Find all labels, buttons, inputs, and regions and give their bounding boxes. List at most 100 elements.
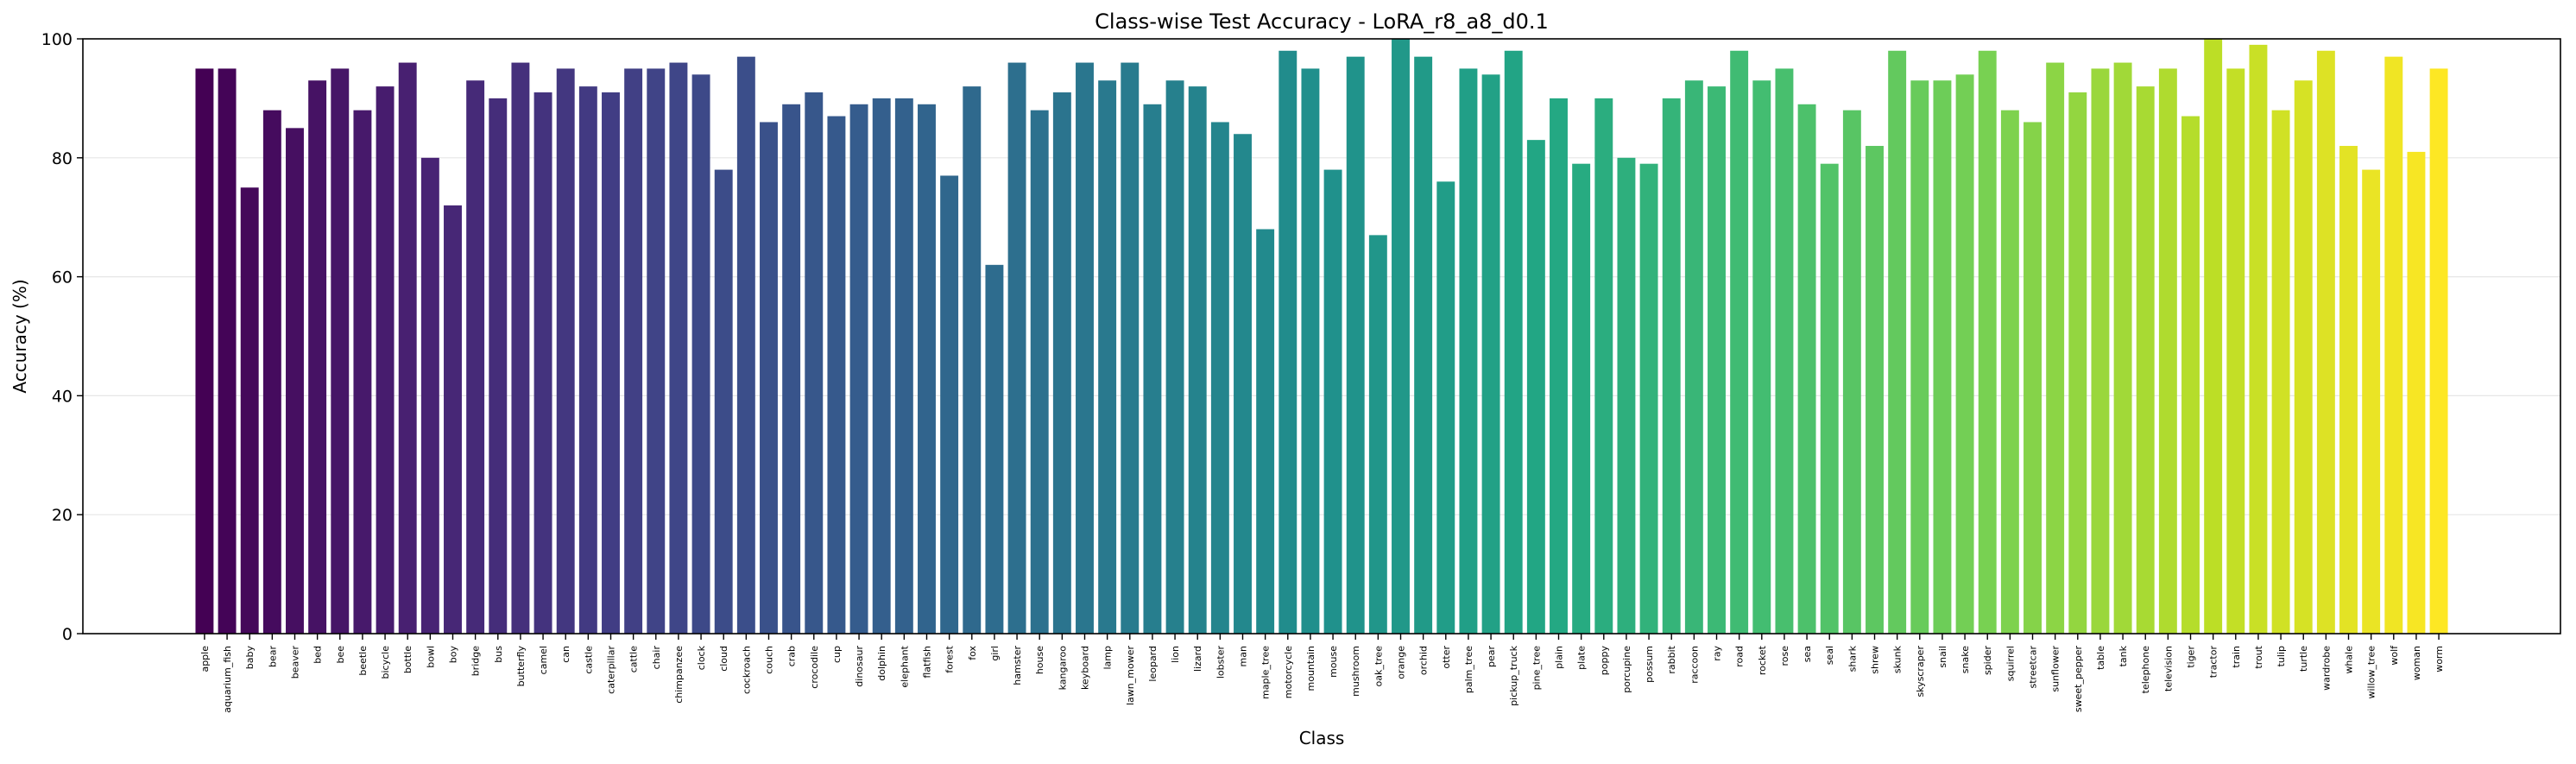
bar-clock <box>691 74 710 635</box>
x-tick-label: caterpillar <box>605 646 616 694</box>
x-tick-label: maple_tree <box>1260 646 1272 699</box>
bar-lawn_mower <box>1121 62 1140 634</box>
y-axis-ticks: 0 20 40 60 80 100 <box>41 30 83 644</box>
x-tick-label: road <box>1734 646 1746 667</box>
x-tick-label: oak_tree <box>1373 646 1384 687</box>
bar-chimpanzee <box>669 62 688 634</box>
bar-television <box>2158 68 2177 634</box>
x-tick-label: hamster <box>1012 646 1023 685</box>
x-tick-label: fox <box>967 646 978 660</box>
bar-tank <box>2113 62 2132 634</box>
x-tick-label: turtle <box>2298 646 2309 672</box>
x-tick-label: lizard <box>1192 646 1203 672</box>
bar-keyboard <box>1076 62 1094 634</box>
bar-shrew <box>1866 146 1884 634</box>
x-tick-label: girl <box>989 646 1001 661</box>
x-tick-label: cup <box>831 646 843 663</box>
x-tick-label: flatfish <box>921 646 932 679</box>
bar-seal <box>1820 163 1839 634</box>
bar-lamp <box>1098 80 1117 635</box>
bar-bowl <box>420 157 439 635</box>
bar-kangaroo <box>1052 92 1071 634</box>
bar-flatfish <box>918 104 936 635</box>
x-tick-label: otter <box>1441 646 1452 669</box>
chart-title: Class-wise Test Accuracy - LoRA_r8_a8_d0… <box>1095 9 1549 34</box>
bar-bus <box>489 98 508 634</box>
x-tick-label: dinosaur <box>854 646 865 687</box>
x-tick-label: rose <box>1779 646 1790 666</box>
bar-poppy <box>1594 98 1613 634</box>
bar-skyscraper <box>1910 80 1929 635</box>
x-tick-label: bicycle <box>380 646 391 679</box>
bar-hamster <box>1007 62 1026 634</box>
x-tick-label: pear <box>1486 646 1497 667</box>
x-tick-label: plate <box>1576 646 1588 670</box>
x-tick-label: tiger <box>2186 646 2197 668</box>
bar-table <box>2091 68 2110 634</box>
x-tick-label: couch <box>763 646 774 674</box>
bar-motorcycle <box>1279 50 1297 634</box>
bar-ray <box>1708 86 1726 635</box>
bar-mushroom <box>1346 56 1365 635</box>
x-tick-label: plain <box>1554 646 1565 669</box>
bar-can <box>556 68 575 634</box>
bar-apple <box>195 68 214 634</box>
y-tick-label: 80 <box>52 149 73 168</box>
x-tick-label: wolf <box>2389 645 2400 666</box>
x-tick-label: shark <box>1847 645 1858 672</box>
bar-train <box>2226 68 2245 634</box>
bar-elephant <box>894 98 913 634</box>
bar-girl <box>985 264 1004 634</box>
x-tick-label: leopard <box>1147 646 1159 682</box>
bar-cloud <box>714 169 733 634</box>
x-tick-label: mountain <box>1305 646 1316 691</box>
x-tick-label: lawn_mower <box>1125 646 1136 705</box>
bar-wolf <box>2384 56 2403 635</box>
bar-baby <box>240 187 259 634</box>
bar-plate <box>1572 163 1591 634</box>
x-tick-label: camel <box>538 646 549 674</box>
y-tick-label: 20 <box>52 506 73 525</box>
x-tick-label: squirrel <box>2005 646 2016 681</box>
x-tick-label: keyboard <box>1079 646 1090 690</box>
x-tick-label: tulip <box>2276 646 2287 666</box>
bar-road <box>1730 50 1749 634</box>
x-tick-label: beetle <box>357 646 369 676</box>
bar-pickup_truck <box>1504 50 1523 634</box>
bar-squirrel <box>2000 110 2019 635</box>
x-tick-label: shrew <box>1870 646 1881 674</box>
bar-boy <box>444 205 462 635</box>
bar-aquarium_fish <box>218 68 237 634</box>
x-tick-label: rabbit <box>1666 645 1677 673</box>
bar-crab <box>782 104 801 635</box>
bar-sweet_pepper <box>2068 92 2087 634</box>
x-tick-label: tank <box>2118 645 2129 666</box>
x-tick-label: possum <box>1644 646 1655 683</box>
bar-bicycle <box>376 86 395 635</box>
x-tick-label: cockroach <box>741 646 752 694</box>
x-tick-label: butterfly <box>515 646 527 687</box>
bar-worm <box>2429 68 2448 634</box>
x-tick-label: sea <box>1802 646 1813 662</box>
bar-telephone <box>2136 86 2155 635</box>
bar-possum <box>1639 163 1658 634</box>
x-tick-label: pine_tree <box>1531 646 1542 691</box>
bar-willow_tree <box>2362 169 2381 634</box>
bar-turtle <box>2294 80 2313 635</box>
x-tick-label: cattle <box>628 646 640 672</box>
x-tick-label: table <box>2095 646 2106 670</box>
bar-orange <box>1392 39 1410 634</box>
x-tick-label: motorcycle <box>1283 646 1294 698</box>
bar-sea <box>1797 104 1816 635</box>
x-tick-label: raccoon <box>1689 646 1700 684</box>
bar-snake <box>1955 74 1974 635</box>
x-tick-label: poppy <box>1599 646 1610 676</box>
y-tick-label: 60 <box>52 268 73 287</box>
bar-plain <box>1550 98 1568 634</box>
bar-skunk <box>1888 50 1907 634</box>
plot-frame <box>82 38 2561 635</box>
bar-couch <box>760 122 778 634</box>
bar-butterfly <box>511 62 530 634</box>
